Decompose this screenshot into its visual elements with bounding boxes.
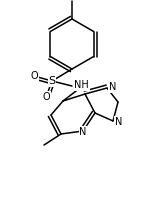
Text: N: N: [109, 82, 116, 92]
Text: N: N: [79, 127, 87, 137]
Text: N: N: [115, 117, 122, 127]
Text: O: O: [30, 71, 38, 81]
Text: S: S: [49, 76, 56, 86]
Text: O: O: [42, 92, 50, 102]
Text: NH: NH: [74, 80, 89, 90]
